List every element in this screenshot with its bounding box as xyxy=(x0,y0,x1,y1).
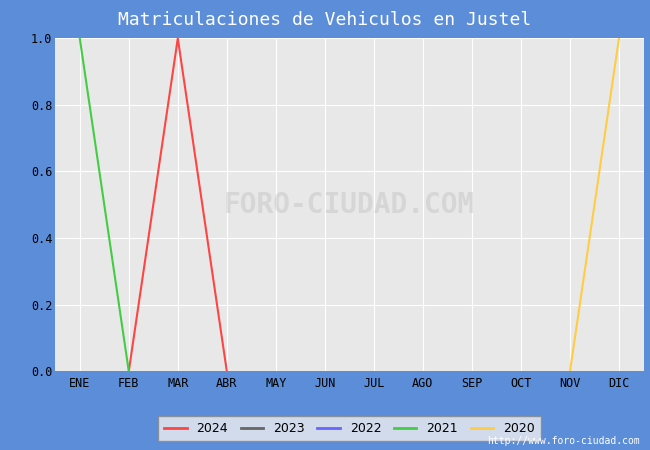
Text: http://www.foro-ciudad.com: http://www.foro-ciudad.com xyxy=(488,436,640,446)
Text: Matriculaciones de Vehiculos en Justel: Matriculaciones de Vehiculos en Justel xyxy=(118,11,532,29)
Legend: 2024, 2023, 2022, 2021, 2020: 2024, 2023, 2022, 2021, 2020 xyxy=(158,416,541,441)
Text: FORO-CIUDAD.COM: FORO-CIUDAD.COM xyxy=(224,191,475,219)
